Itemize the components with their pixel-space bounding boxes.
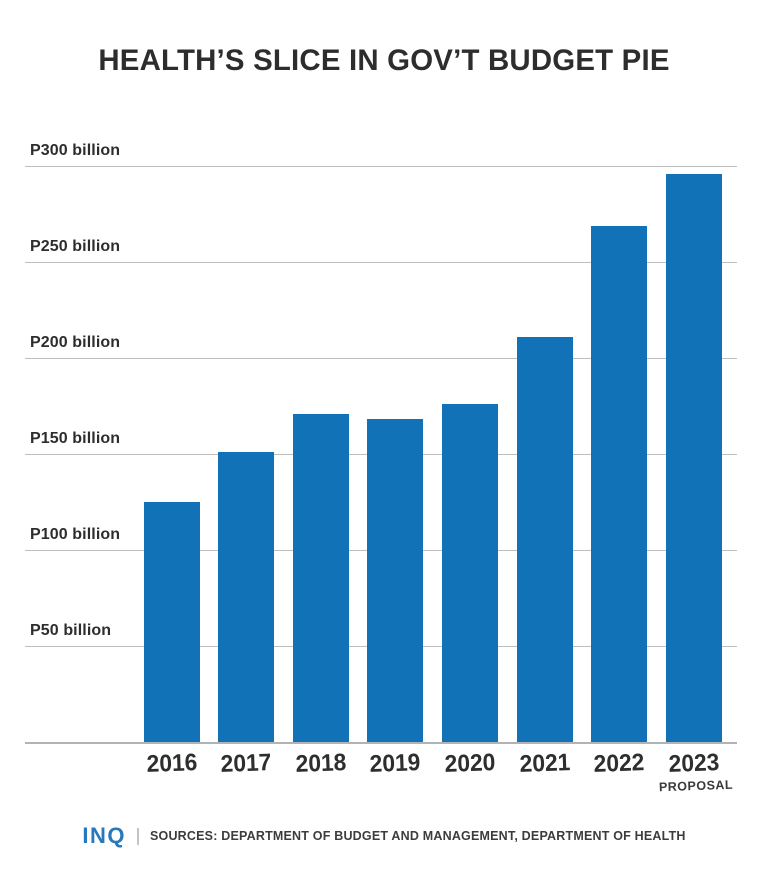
x-axis-label-2018: 2018: [295, 749, 347, 778]
gridline-200: [25, 358, 737, 359]
bar-2021: [517, 337, 573, 742]
y-axis-tick-label: P300 billion: [30, 142, 121, 159]
sources-text: SOURCES: DEPARTMENT OF BUDGET AND MANAGE…: [149, 829, 686, 843]
x-axis-label-2019: 2019: [369, 749, 421, 778]
bar-2019: [367, 419, 423, 742]
y-axis-tick-label: P50 billion: [30, 622, 112, 639]
y-axis-tick-label: P200 billion: [30, 334, 121, 351]
y-axis-tick-label: P250 billion: [30, 238, 121, 255]
gridline-300: [25, 166, 737, 167]
x-axis-label-2022: 2022: [593, 749, 645, 778]
inq-logo: INQ: [82, 823, 126, 848]
bar-2023: [666, 174, 722, 742]
x-axis-baseline: [25, 742, 737, 744]
x-axis-label-2020: 2020: [444, 749, 496, 778]
bar-2017: [218, 452, 274, 742]
gridline-250: [25, 262, 737, 263]
x-axis-label-2016: 2016: [146, 749, 198, 778]
footer-divider: [136, 827, 139, 845]
y-axis-tick-label: P100 billion: [30, 526, 121, 543]
bar-2020: [442, 404, 498, 742]
footer: INQ SOURCES: DEPARTMENT OF BUDGET AND MA…: [0, 821, 768, 851]
chart-title: HEALTH’S SLICE IN GOV’T BUDGET PIE: [98, 44, 670, 77]
y-axis-tick-label: P150 billion: [30, 430, 121, 447]
x-axis-label-2021: 2021: [519, 749, 571, 778]
x-axis-label-2017: 2017: [220, 749, 272, 778]
x-axis-label-2023: 2023: [668, 749, 720, 778]
bar-2022: [591, 226, 647, 742]
proposal-note: PROPOSAL: [658, 777, 734, 795]
bar-2018: [293, 414, 349, 742]
bar-2016: [144, 502, 200, 742]
plot-area: P300 billion P250 billion P200 billion P150…: [25, 142, 737, 794]
